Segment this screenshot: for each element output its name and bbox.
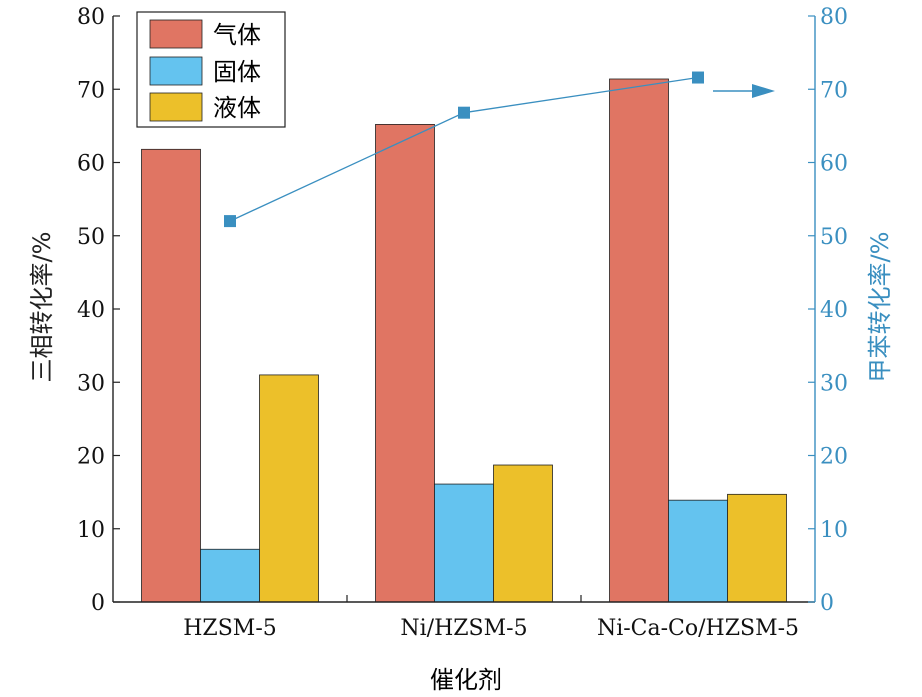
legend-swatch-liquid: [149, 92, 203, 122]
line-series-point-1: [224, 215, 236, 228]
bars-layer: [141, 78, 787, 603]
y-tick-label-40: 40: [77, 298, 105, 323]
bar-2-2: [434, 483, 494, 603]
legend-label-solid: 固体: [213, 58, 261, 86]
line-layer: [224, 71, 704, 228]
axes-layer: [112, 15, 816, 603]
y2-tick-label-70: 70: [820, 78, 848, 103]
legend-label-liquid: 液体: [213, 94, 261, 122]
ticks-layer: HZSM-5 Ni/HZSM-5 Ni-Ca-Co/HZSM-5 0 0 10 10 20 20…: [77, 5, 848, 641]
line-series-point-3: [692, 71, 704, 84]
x-tick-label-2: Ni/HZSM-5: [400, 616, 527, 641]
bar-3-3: [727, 493, 787, 603]
y2-tick-label-10: 10: [820, 518, 848, 543]
y2-tick-label-20: 20: [820, 445, 848, 470]
legend-swatch-solid: [149, 56, 203, 86]
y2-tick-label-80: 80: [820, 5, 848, 30]
x-tick-label-3: Ni-Ca-Co/HZSM-5: [597, 616, 799, 641]
arrow-head: [752, 84, 775, 98]
y-tick-label-80: 80: [77, 5, 105, 30]
legend-swatch-gas: [149, 19, 203, 49]
y2-tick-label-60: 60: [820, 152, 848, 177]
x-axis-title: 催化剂: [430, 666, 502, 694]
y-tick-label-10: 10: [77, 518, 105, 543]
y2-tick-label-30: 30: [820, 371, 848, 396]
y-tick-label-30: 30: [77, 371, 105, 396]
y2-tick-label-0: 0: [820, 591, 834, 616]
y2-tick-label-50: 50: [820, 225, 848, 250]
y-tick-label-50: 50: [77, 225, 105, 250]
y-tick-label-70: 70: [77, 78, 105, 103]
y2-axis-title: 甲苯转化率/%: [866, 232, 894, 383]
bar-1-3: [609, 78, 669, 603]
bar-3-1: [259, 374, 319, 603]
line-series-point-2: [458, 106, 470, 119]
bar-3-2: [493, 464, 553, 603]
y-axis-title: 三相转化率/%: [28, 232, 56, 383]
y2-tick-label-40: 40: [820, 298, 848, 323]
y-tick-label-0: 0: [91, 591, 105, 616]
x-tick-label-1: HZSM-5: [183, 616, 277, 641]
bar-1-1: [141, 148, 201, 603]
y-tick-label-60: 60: [77, 152, 105, 177]
bar-2-1: [200, 548, 260, 603]
legend: 气体 固体 液体: [136, 11, 286, 128]
right-axis-arrow: [713, 84, 775, 98]
bar-2-3: [668, 499, 728, 603]
y-tick-label-20: 20: [77, 445, 105, 470]
legend-label-gas: 气体: [213, 21, 261, 49]
bar-1-2: [375, 124, 435, 603]
